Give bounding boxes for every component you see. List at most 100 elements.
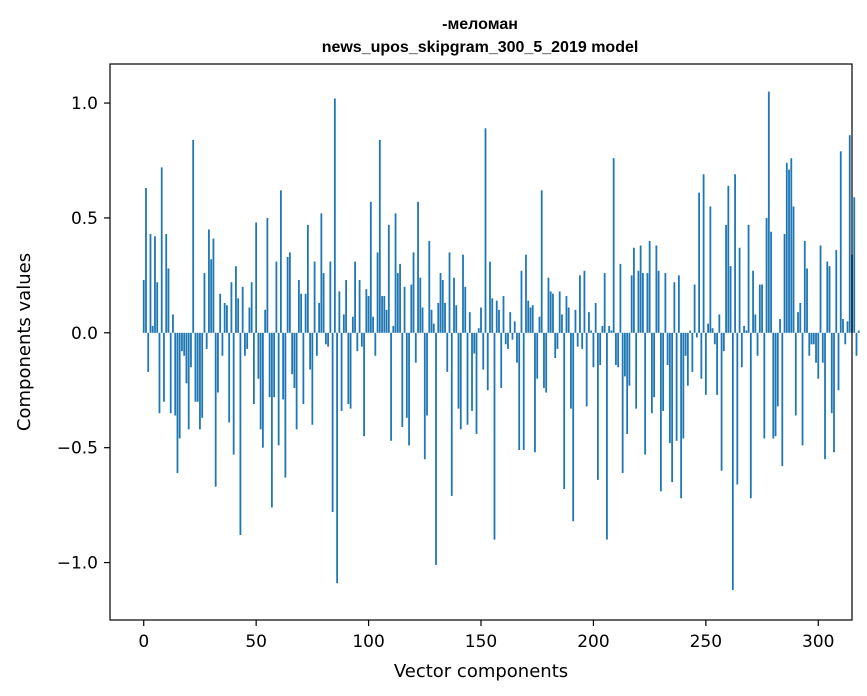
bar — [311, 332, 314, 425]
bar — [810, 332, 813, 345]
bar — [675, 332, 678, 441]
bar — [217, 332, 219, 393]
bar — [527, 300, 530, 333]
bar — [358, 279, 361, 333]
bar — [244, 332, 246, 356]
bar — [848, 135, 851, 333]
bar — [349, 332, 352, 409]
bar — [468, 312, 471, 333]
bar — [507, 332, 509, 349]
bar — [792, 206, 795, 333]
bar — [821, 332, 824, 363]
bar — [619, 263, 622, 333]
bar — [322, 273, 325, 333]
bar — [585, 332, 588, 407]
bar — [677, 275, 680, 333]
bar — [543, 332, 545, 388]
x-tick-label: 0 — [138, 632, 149, 652]
bar — [590, 330, 593, 333]
bar — [693, 284, 696, 333]
bar — [176, 332, 179, 473]
bar — [817, 332, 820, 379]
bar — [815, 332, 817, 363]
bar — [837, 332, 840, 391]
bar — [574, 309, 577, 333]
bar — [603, 273, 606, 333]
bar — [801, 332, 804, 446]
bar — [682, 332, 685, 439]
bar — [183, 332, 186, 356]
bar — [826, 261, 829, 333]
bar — [304, 293, 307, 333]
y-axis-ticks: −1.0 −0.5 0.0 0.5 1.0 — [57, 94, 110, 574]
bar — [635, 332, 638, 409]
bar — [567, 307, 570, 333]
bar — [554, 332, 557, 359]
chart-title-line2: news_upos_skipgram_300_5_2019 model — [322, 39, 639, 56]
bar — [185, 332, 188, 384]
bar — [435, 332, 437, 565]
bar — [255, 222, 258, 333]
bar — [747, 224, 750, 333]
bar — [540, 190, 543, 333]
bar — [165, 234, 168, 333]
bar — [223, 302, 226, 333]
bar — [306, 224, 309, 333]
bar — [329, 261, 332, 333]
bar — [599, 332, 602, 365]
bar — [695, 332, 698, 338]
bar — [749, 332, 752, 499]
bar — [516, 332, 518, 363]
bar — [781, 332, 784, 467]
bar — [689, 330, 692, 333]
bar — [576, 332, 579, 347]
bar — [291, 332, 294, 375]
bar — [853, 197, 856, 333]
bar — [235, 266, 237, 333]
bar — [722, 332, 725, 352]
bar — [410, 284, 413, 333]
bar — [641, 273, 644, 333]
bar — [446, 332, 449, 372]
bar — [583, 270, 586, 333]
bar — [774, 332, 777, 437]
bar — [624, 332, 626, 377]
bar — [356, 332, 359, 352]
bar — [414, 332, 417, 363]
y-axis-label: Components values — [14, 253, 35, 431]
bar — [650, 332, 653, 414]
bar — [549, 291, 552, 333]
bar — [450, 332, 453, 496]
bar — [716, 332, 718, 395]
bar — [754, 314, 757, 333]
bar — [187, 332, 190, 430]
bar — [417, 201, 419, 333]
bar — [833, 332, 835, 453]
bar — [489, 261, 491, 333]
bar — [529, 307, 532, 333]
bar — [288, 252, 291, 333]
bar — [181, 332, 183, 352]
bar — [365, 289, 368, 333]
bar — [201, 332, 204, 418]
bar — [659, 332, 662, 492]
bar — [199, 332, 201, 430]
bar — [491, 298, 494, 333]
bar — [453, 277, 455, 333]
bar — [275, 261, 278, 333]
bar — [284, 332, 287, 478]
bar — [226, 305, 228, 333]
bar — [419, 277, 422, 333]
bar — [558, 291, 561, 333]
bar — [525, 254, 527, 333]
x-axis-ticks: 0 50 100 150 200 250 300 — [138, 620, 834, 652]
bar — [351, 316, 354, 333]
bar — [178, 332, 181, 439]
bar — [381, 296, 383, 333]
bar — [763, 332, 766, 439]
bar — [408, 332, 410, 446]
bar — [145, 188, 147, 333]
bar — [392, 325, 395, 333]
